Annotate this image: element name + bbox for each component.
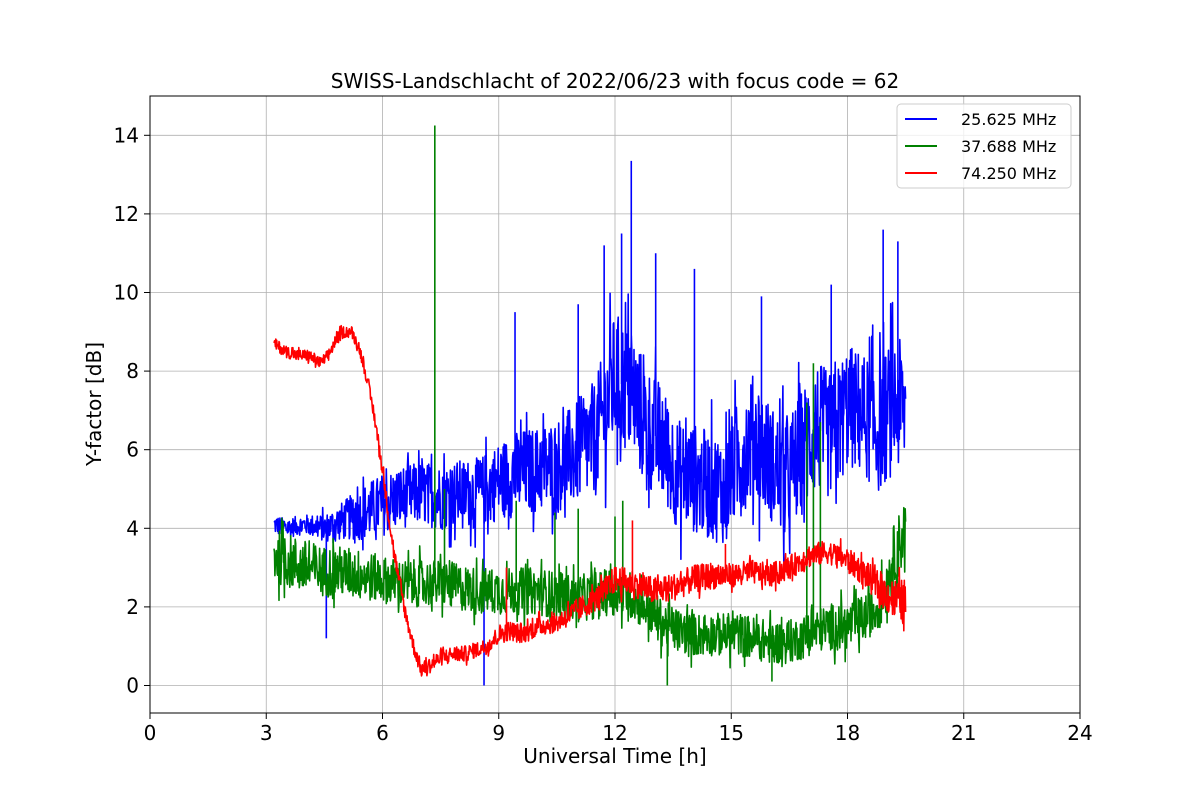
y-tick-label: 12 xyxy=(114,202,139,226)
x-tick-label: 9 xyxy=(492,721,505,745)
y-tick-label: 8 xyxy=(126,359,139,383)
y-tick-label: 10 xyxy=(114,280,139,304)
series-74-250-mhz xyxy=(273,324,907,677)
x-tick-label: 12 xyxy=(602,721,627,745)
legend-box xyxy=(896,103,1072,189)
x-tick-label: 18 xyxy=(835,721,860,745)
legend-label: 37.688 MHz xyxy=(961,137,1056,156)
legend-label: 25.625 MHz xyxy=(961,110,1056,129)
x-tick-label: 15 xyxy=(719,721,744,745)
y-tick-label: 4 xyxy=(126,516,139,540)
y-tick-label: 2 xyxy=(126,595,139,619)
x-axis-label: Universal Time [h] xyxy=(523,744,706,768)
y-tick-label: 6 xyxy=(126,438,139,462)
legend-label: 74.250 MHz xyxy=(961,164,1056,183)
x-tick-label: 24 xyxy=(1067,721,1092,745)
series-line xyxy=(273,324,907,677)
x-tick-label: 0 xyxy=(144,721,157,745)
x-tick-label: 3 xyxy=(260,721,273,745)
y-tick-label: 14 xyxy=(114,123,139,147)
series-line xyxy=(273,292,907,563)
chart-title: SWISS-Landschlacht of 2022/06/23 with fo… xyxy=(331,69,899,93)
x-tick-label: 21 xyxy=(951,721,976,745)
y-axis-label: Y-factor [dB] xyxy=(82,342,106,467)
y-tick-label: 0 xyxy=(126,673,139,697)
x-tick-label: 6 xyxy=(376,721,389,745)
series-25-625-mhz xyxy=(273,160,907,686)
legend: 25.625 MHz 37.688 MHz 74.250 MHz xyxy=(896,103,1072,189)
series-layer xyxy=(273,125,907,686)
